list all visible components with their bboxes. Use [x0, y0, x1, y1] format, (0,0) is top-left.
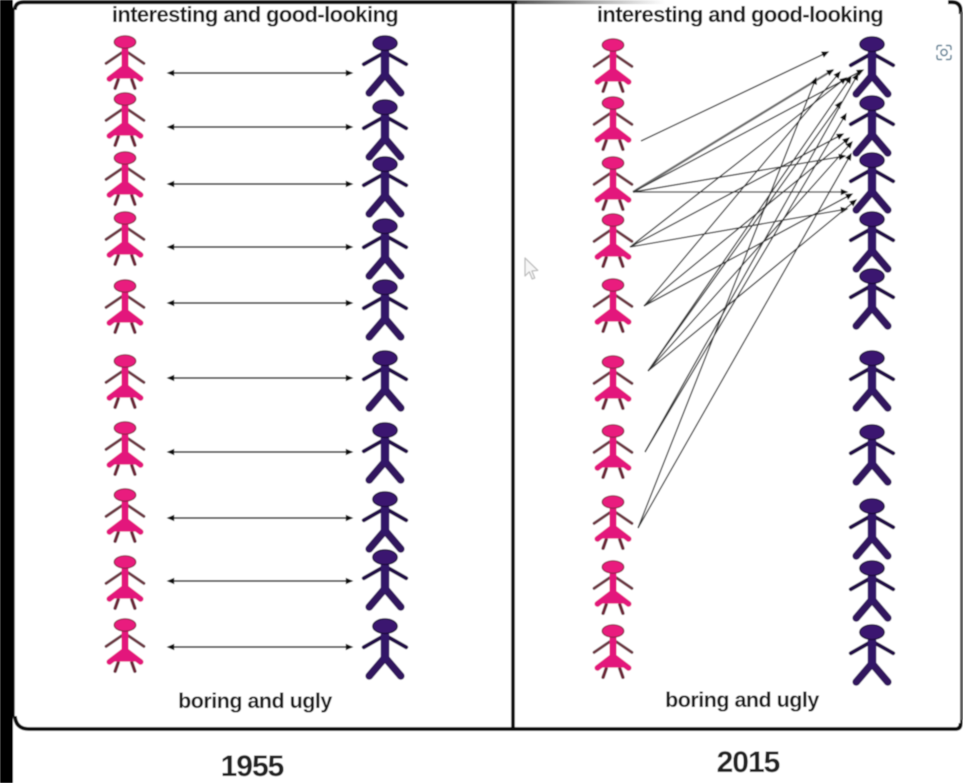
svg-text:1955: 1955 [221, 750, 284, 783]
svg-text:boring and ugly: boring and ugly [178, 689, 332, 713]
svg-text:2015: 2015 [717, 746, 780, 779]
svg-text:interesting and good-looking: interesting and good-looking [112, 2, 398, 27]
svg-text:interesting and good-looking: interesting and good-looking [597, 2, 883, 27]
svg-text:boring and ugly: boring and ugly [665, 688, 819, 712]
